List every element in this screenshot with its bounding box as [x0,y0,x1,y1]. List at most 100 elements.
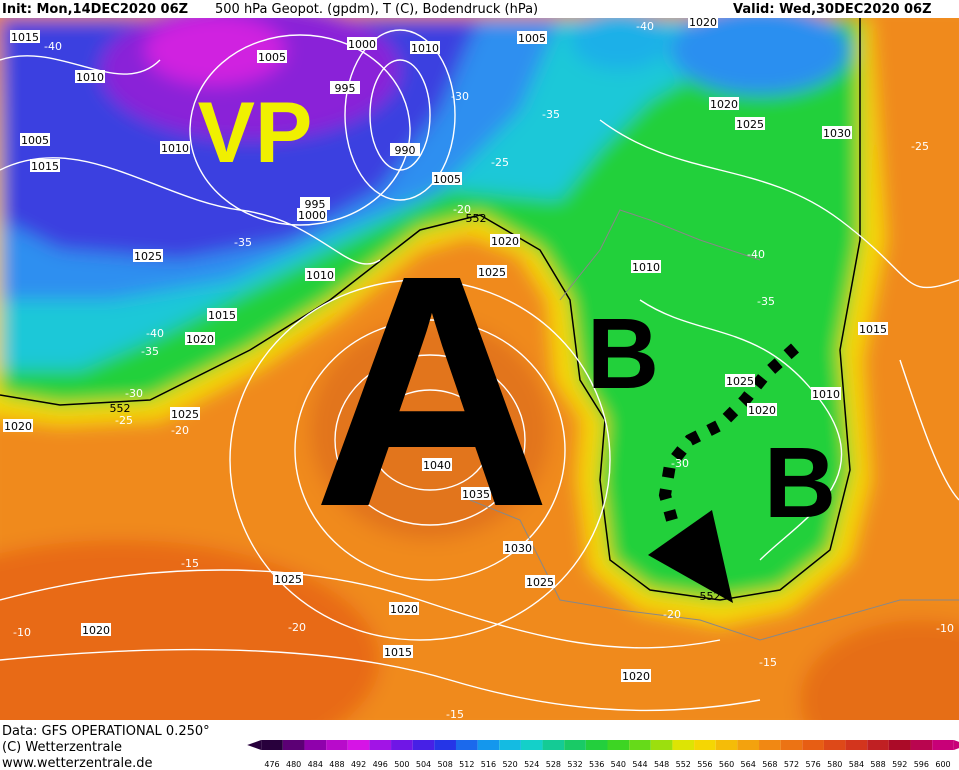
isobar-label: 1005 [518,32,546,45]
isobar-label: 1020 [710,98,738,111]
isobar-label-bg [725,374,755,387]
temperature-label: -10 [13,626,31,639]
isobar-label: 1015 [208,309,236,322]
colorbar-label: 596 [914,760,929,769]
colorbar-swatch [282,740,305,750]
colorbar-swatch [715,740,738,750]
colorbar-label: 524 [524,760,539,769]
colorbar-swatch [477,740,500,750]
isobar-label-bg [81,623,111,636]
isobar-label: 1025 [726,375,754,388]
temperature-label: -30 [451,90,469,103]
colorbar-swatch [823,740,846,750]
isobar-label: 1015 [384,646,412,659]
colorbar-swatch [802,740,824,750]
colorbar-label: 516 [481,760,496,769]
colorbar-label: 544 [632,760,647,769]
colorbar-swatch [347,740,370,750]
isobar-label-bg [858,322,888,335]
colorbar-end [247,740,262,750]
temperature-label: -35 [757,295,775,308]
colorbar-swatch [455,740,478,750]
isobar-label-bg [160,141,190,154]
isobar-label-bg [490,234,520,247]
colorbar-label: 496 [373,760,388,769]
isobar-label-bg [30,159,60,172]
isobar-label: 1025 [736,118,764,131]
colorbar-swatch [867,740,889,750]
isobar-label-bg [621,669,651,682]
colorbar-label: 584 [849,760,864,769]
isobar-label-bg [75,70,105,83]
isobar-label: 1015 [859,323,887,336]
temperature-label: -20 [288,621,306,634]
isobar-label: 1015 [31,160,59,173]
colorbar-swatch [585,740,608,750]
isobar-label: 1035 [462,488,490,501]
temperature-label: -40 [44,40,62,53]
colorbar-swatch [845,740,868,750]
colorbar-label: 540 [611,760,626,769]
temperature-label: -20 [663,608,681,621]
isobar-label-bg [517,31,547,44]
colorbar-swatch [499,740,521,750]
isobar-label: 1015 [11,31,39,44]
colorbar-swatch [564,740,586,750]
temperature-label: -30 [125,387,143,400]
isobar-label-bg [822,126,852,139]
colorbar-end [953,740,959,750]
isobar-label: 1000 [298,209,326,222]
isobar-label-bg [477,265,507,278]
colorbar-swatch [780,740,803,750]
colorbar-label: 552 [676,760,691,769]
isobar-label-bg [297,208,327,221]
colorbar-swatch [261,740,283,750]
colorbar-label: 508 [438,760,453,769]
colorbar-label: 568 [762,760,777,769]
colorbar-swatch [672,740,695,750]
temperature-label: -40 [747,248,765,261]
colorbar-label: 512 [459,760,474,769]
isobar-label: 1005 [21,134,49,147]
isobar-label-bg [3,419,33,432]
colorbar-label: 548 [654,760,669,769]
arrow [648,343,800,603]
temperature-label: -20 [453,203,471,216]
colorbar-swatch [326,740,348,750]
isobar-label: 1020 [689,16,717,29]
colorbar-label: 484 [308,760,323,769]
colorbar-label: 504 [416,760,431,769]
isobar-label: 1010 [812,388,840,401]
isobar-label-bg [432,172,462,185]
isobar-label: 995 [335,82,356,95]
copyright: (C) Wetterzentrale [2,740,122,755]
colorbar-swatch [542,740,565,750]
temperature-label: -40 [146,327,164,340]
colorbar-swatch [391,740,413,750]
isobar-label-bg [170,407,200,420]
contour-label: 552 [466,212,487,225]
colorbar-label: 532 [567,760,582,769]
isobar-label: 1025 [478,266,506,279]
colorbar-label: 580 [827,760,842,769]
isobar-label-bg [461,487,491,500]
valid-time: Valid: Wed,30DEC2020 06Z [733,2,932,17]
temperature-label: -10 [936,622,954,635]
isobar-label: 1030 [504,542,532,555]
isobar-label: 990 [395,144,416,157]
isobar-label: 1010 [411,42,439,55]
isobar-label: 1000 [348,38,376,51]
colorbar-label: 500 [394,760,409,769]
isobar-label-bg [811,387,841,400]
isobar-label: 1020 [622,670,650,683]
colorbar-swatch [369,740,392,750]
temperature-label: -20 [171,424,189,437]
isobar-label-bg [273,572,303,585]
isobar-label: 1005 [258,51,286,64]
annotation: B [764,427,836,539]
isobar-label-bg [747,403,777,416]
annotation: B [587,298,659,410]
colorbar-label: 528 [546,760,561,769]
isobar-label: 1025 [171,408,199,421]
